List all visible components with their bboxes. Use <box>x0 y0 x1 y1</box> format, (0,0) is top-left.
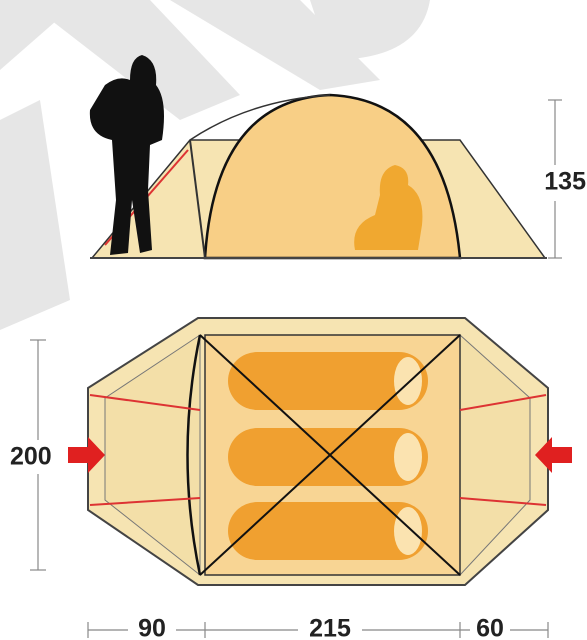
height-label: 135 <box>544 168 586 196</box>
top-view <box>68 317 572 586</box>
rear-vestibule-label: 60 <box>476 615 504 640</box>
width-label: 200 <box>10 443 52 471</box>
entrance-arrow <box>68 437 105 473</box>
front-vestibule-label: 90 <box>138 615 166 640</box>
watermark <box>0 0 430 330</box>
inner-length-label: 215 <box>309 615 351 640</box>
side-view <box>89 55 547 260</box>
entrance-arrow <box>535 437 572 473</box>
